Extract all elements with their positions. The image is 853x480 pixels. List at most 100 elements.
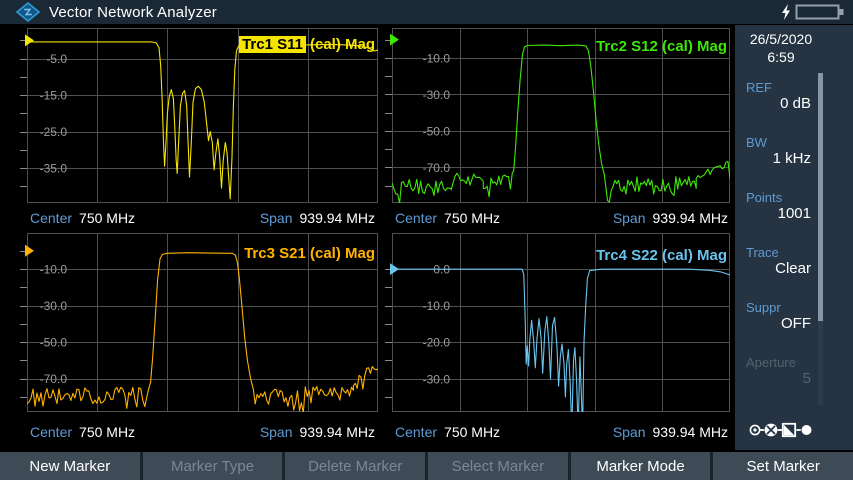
- softkey-select-marker[interactable]: Select Marker: [428, 452, 568, 480]
- param-value: 5: [802, 370, 811, 387]
- ref-level-marker: [25, 34, 34, 47]
- span-frequency-label: Span: [612, 424, 646, 440]
- center-frequency[interactable]: Center 750 MHz: [395, 210, 500, 226]
- param-value: Clear: [775, 260, 811, 277]
- quadrant-s21[interactable]: -10.0 -30.0 -50.0 -70.0 Trc3 S21 (cal) Mag Ce…: [0, 232, 385, 447]
- y-axis-label: -10.0: [423, 51, 451, 65]
- y-axis-label: -35.0: [40, 162, 68, 176]
- param-value: 1001: [777, 205, 811, 222]
- ref-level-marker: [25, 244, 34, 257]
- y-axis-label: -15.0: [40, 89, 68, 103]
- plot-area: -5.0 -15.0 -25.0 -35.0: [20, 28, 378, 203]
- rohde-schwarz-logo: [16, 2, 40, 22]
- span-frequency-value: 939.94 MHz: [652, 424, 728, 440]
- y-axis-label: -50.0: [40, 336, 68, 350]
- sidebar-param-points[interactable]: Points 1001: [735, 190, 853, 222]
- trace-format: Trc3 S21 (cal) Mag: [244, 245, 375, 262]
- plot-area: -10.0 -30.0 -50.0 -70.0: [385, 28, 730, 203]
- y-axis-label: -70.0: [423, 161, 451, 175]
- center-frequency-label: Center: [395, 210, 438, 226]
- frequency-footer: Center 750 MHz Span 939.94 MHz: [0, 420, 385, 444]
- app-title: Vector Network Analyzer: [49, 3, 218, 21]
- title-bar: Vector Network Analyzer: [0, 0, 853, 24]
- span-frequency-value: 939.94 MHz: [299, 210, 375, 226]
- quadrant-s12[interactable]: -10.0 -30.0 -50.0 -70.0 Trc2 S12 (cal) Mag Ce…: [385, 25, 735, 232]
- y-axis-ticks: [20, 40, 27, 187]
- y-axis-ticks: [385, 269, 392, 398]
- span-frequency-label: Span: [259, 210, 293, 226]
- center-frequency-label: Center: [30, 210, 73, 226]
- grid: [27, 28, 378, 203]
- plot-area: 0.0-10.0-20.0-30.0: [385, 233, 730, 412]
- center-frequency[interactable]: Center 750 MHz: [30, 424, 135, 440]
- trace-format: Trc4 S22 (cal) Mag: [596, 247, 727, 264]
- center-frequency[interactable]: Center 750 MHz: [30, 210, 135, 226]
- param-label: REF: [746, 80, 772, 95]
- date-display: 26/5/2020: [749, 31, 813, 47]
- sidebar-param-bw[interactable]: BW 1 kHz: [735, 135, 853, 167]
- softkey-bar: New Marker Marker Type Delete Marker Select…: [0, 452, 853, 480]
- span-frequency-value: 939.94 MHz: [652, 210, 728, 226]
- span-frequency[interactable]: Span 939.94 MHz: [260, 210, 375, 226]
- y-axis-label: -10.0: [423, 299, 451, 313]
- softkey-marker-mode[interactable]: Marker Mode: [570, 452, 711, 480]
- y-axis-label: -30.0: [423, 88, 451, 102]
- sidebar-param-trace[interactable]: Trace Clear: [735, 245, 853, 277]
- ref-level-marker: [390, 263, 399, 276]
- y-axis-label: -10.0: [40, 262, 68, 276]
- frequency-footer: Center 750 MHz Span 939.94 MHz: [0, 206, 385, 230]
- trace-format: (cal) Mag: [309, 36, 375, 53]
- trace-path-s21: [27, 252, 378, 412]
- center-frequency-label: Center: [395, 424, 438, 440]
- softkey-delete-marker[interactable]: Delete Marker: [285, 452, 426, 480]
- span-frequency[interactable]: Span 939.94 MHz: [260, 424, 375, 440]
- y-axis-label: -25.0: [40, 125, 68, 139]
- quadrant-s11[interactable]: -5.0 -15.0 -25.0 -35.0 Trc1 S11 (cal) Mag Cent…: [0, 25, 385, 232]
- span-frequency[interactable]: Span 939.94 MHz: [613, 210, 728, 226]
- time-display: 6:59: [767, 49, 795, 65]
- y-axis-ticks: [385, 40, 392, 187]
- trace-format: Trc2 S12 (cal) Mag: [596, 38, 727, 55]
- span-frequency[interactable]: Span 939.94 MHz: [613, 424, 728, 440]
- trace-label-s22[interactable]: Trc4 S22 (cal) Mag: [592, 247, 727, 264]
- trace-label-s21[interactable]: Trc3 S21 (cal) Mag: [240, 245, 375, 262]
- center-frequency[interactable]: Center 750 MHz: [395, 424, 500, 440]
- trace-label-s11[interactable]: Trc1 S11 (cal) Mag: [239, 36, 375, 53]
- trace-label-s12[interactable]: Trc2 S12 (cal) Mag: [592, 38, 727, 55]
- trace-name: Trc1 S11: [239, 36, 306, 53]
- trace-path-s22: [392, 268, 730, 412]
- center-frequency-value: 750 MHz: [79, 424, 136, 440]
- y-axis-label: -50.0: [423, 124, 451, 138]
- battery-icon: [795, 4, 844, 20]
- quadrant-s22[interactable]: 0.0 -10.0 -20.0 -30.0 Trc4 S22 (cal) Mag Cent…: [385, 232, 735, 447]
- param-label: Aperture: [746, 355, 796, 370]
- scrollbar-thumb[interactable]: [818, 73, 823, 321]
- y-axis-label: -20.0: [423, 336, 451, 350]
- y-axis-label: -70.0: [40, 372, 68, 386]
- charging-icon: [782, 4, 790, 20]
- center-frequency-value: 750 MHz: [444, 424, 501, 440]
- sidebar-scrollbar[interactable]: [818, 73, 823, 405]
- frequency-footer: Center 750 MHz Span 939.94 MHz: [385, 420, 735, 444]
- grid: [27, 233, 378, 412]
- softkey-new-marker[interactable]: New Marker: [0, 452, 140, 480]
- port-diagram-icon: [749, 422, 812, 438]
- param-value: 0 dB: [780, 95, 811, 112]
- y-axis-label: -30.0: [40, 299, 68, 313]
- plot-area: -10.0 -30.0 -50.0 -70.0: [20, 233, 378, 412]
- softkey-marker-type[interactable]: Marker Type: [142, 452, 283, 480]
- span-frequency-label: Span: [259, 424, 293, 440]
- sidebar-param-aperture[interactable]: Aperture 5: [735, 355, 853, 387]
- softkey-set-marker[interactable]: Set Marker: [713, 452, 853, 480]
- sidebar-param-suppr[interactable]: Suppr OFF: [735, 300, 853, 332]
- grid: [392, 28, 730, 203]
- param-label: Trace: [746, 245, 779, 260]
- center-frequency-value: 750 MHz: [79, 210, 136, 226]
- y-axis-label: -5.0: [46, 52, 67, 66]
- span-frequency-label: Span: [612, 210, 646, 226]
- sidebar-param-ref[interactable]: REF 0 dB: [735, 80, 853, 112]
- y-axis-ticks: [20, 251, 27, 398]
- ref-level-marker: [390, 33, 399, 46]
- center-frequency-label: Center: [30, 424, 73, 440]
